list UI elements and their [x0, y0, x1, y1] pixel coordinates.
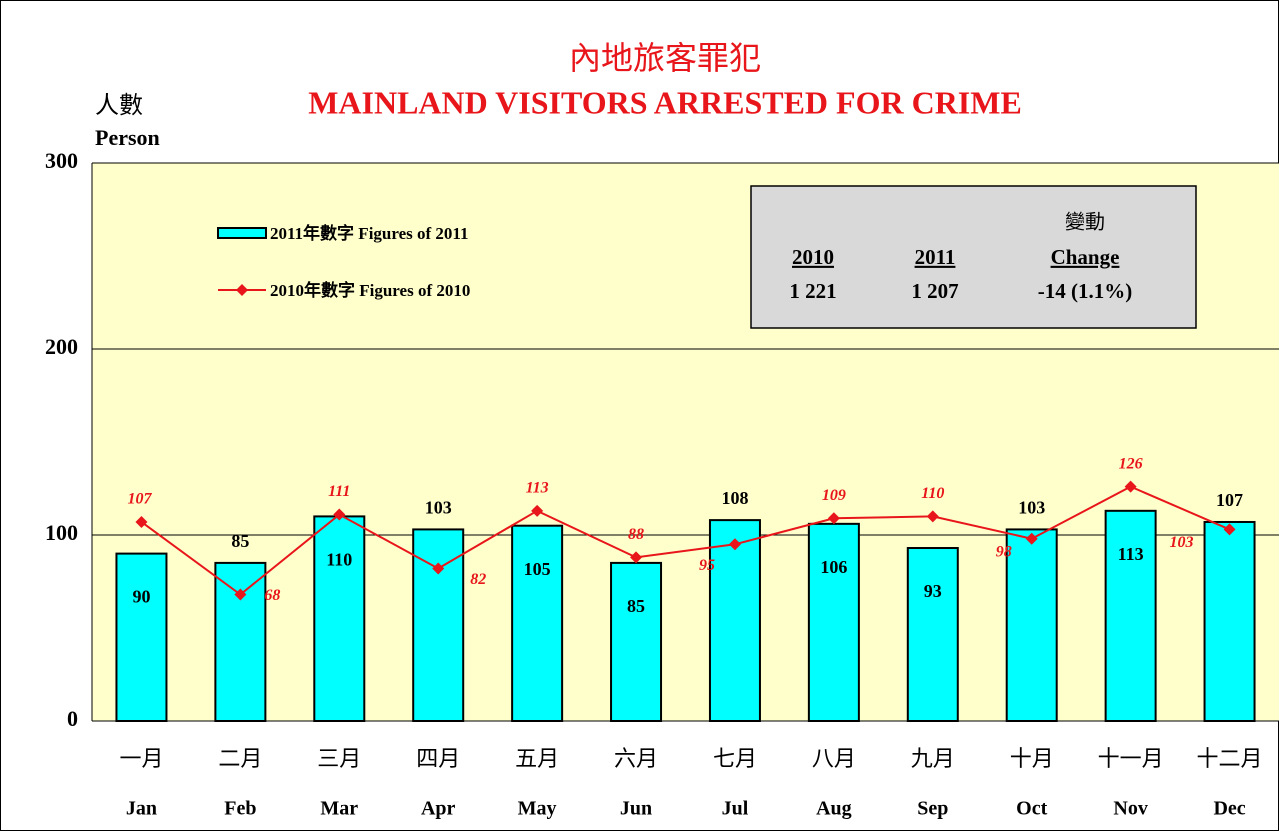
line-marker: [333, 508, 346, 521]
bar-value-label: 105: [524, 559, 551, 579]
summary-value: 1 221: [789, 279, 836, 303]
bar: [708, 519, 761, 722]
bar: [906, 547, 959, 723]
bar-value-label: 103: [1018, 498, 1045, 518]
bar: [313, 515, 366, 723]
x-tick-label-zh: 一月: [119, 747, 163, 772]
line: [140, 485, 1230, 596]
x-tick-label: Jul: [722, 798, 749, 820]
bar-value-label: 110: [326, 550, 352, 570]
x-tick-label: Oct: [1016, 798, 1047, 820]
x-tick-label-zh: 八月: [812, 747, 856, 772]
line-value-label: 111: [328, 483, 350, 500]
summary-header-zh: 變動: [1065, 210, 1105, 234]
x-tick-label-zh: 六月: [614, 747, 658, 772]
line-value-label: 95: [699, 557, 715, 574]
line-value-label: 109: [822, 487, 846, 504]
line-value-label: 103: [1170, 534, 1194, 551]
bar: [115, 552, 168, 722]
legend-swatch: [217, 227, 267, 239]
y-tick-label: 200: [45, 334, 78, 359]
line-value-label: 68: [264, 587, 280, 604]
bar: [1005, 528, 1058, 722]
bar-value-label: 93: [924, 581, 942, 601]
line-value-label: 98: [996, 543, 1012, 560]
bar-value-label: 107: [1216, 490, 1243, 510]
bar-value-label: 108: [721, 488, 748, 508]
summary-box: [750, 185, 1197, 329]
line-marker: [1124, 480, 1137, 493]
x-tick-label: Feb: [224, 798, 256, 820]
x-tick-label-zh: 十一月: [1098, 747, 1164, 772]
line-marker: [1025, 532, 1038, 545]
x-tick-label: Jun: [620, 798, 652, 820]
x-tick-label: Dec: [1213, 798, 1245, 820]
line-marker: [1223, 523, 1236, 536]
x-tick-label: Mar: [320, 798, 358, 820]
bar: [214, 561, 267, 723]
y-tick-label: 100: [45, 520, 78, 545]
x-tick-label: Aug: [816, 798, 852, 820]
line-marker: [926, 510, 939, 523]
x-tick-label-zh: 七月: [713, 747, 757, 772]
line-marker: [135, 515, 148, 528]
x-tick-label: Sep: [917, 798, 948, 820]
line-value-label: 126: [1119, 455, 1143, 472]
bar: [610, 561, 663, 723]
x-tick-label-zh: 五月: [515, 747, 559, 772]
summary-heading: 2010: [792, 245, 834, 269]
bar-value-label: 113: [1118, 544, 1144, 564]
line-value-label: 113: [526, 479, 549, 496]
x-tick-label-zh: 二月: [218, 747, 262, 772]
bar: [1203, 520, 1256, 722]
line-marker: [531, 504, 544, 517]
x-tick-label-zh: 三月: [317, 747, 361, 772]
y-axis-label-zh: 人數: [95, 91, 143, 119]
bar-value-label: 85: [627, 596, 645, 616]
bar: [807, 522, 860, 723]
bar: [1104, 509, 1157, 722]
line-marker: [234, 588, 247, 601]
x-tick-label: May: [518, 798, 557, 820]
y-tick-label: 0: [67, 706, 78, 731]
bar-value-label: 106: [820, 557, 847, 577]
line-value-label: 88: [628, 526, 644, 543]
line-marker: [827, 512, 840, 525]
summary-heading: Change: [1051, 245, 1120, 269]
x-tick-label: Apr: [421, 798, 456, 820]
legend-label: 2010年數字 Figures of 2010: [270, 280, 470, 300]
x-tick-label-zh: 四月: [416, 747, 460, 772]
line-value-label: 107: [127, 491, 152, 508]
summary-heading: 2011: [915, 245, 956, 269]
x-tick-label-zh: 十二月: [1197, 747, 1263, 772]
line-marker: [630, 551, 643, 564]
y-axis-label: Person: [95, 125, 160, 150]
x-tick-label: Jan: [126, 798, 157, 820]
bar-value-label: 90: [132, 587, 150, 607]
summary-value: -14 (1.1%): [1038, 279, 1132, 303]
bar: [511, 524, 564, 723]
line-value-label: 82: [470, 571, 486, 588]
summary-value: 1 207: [911, 279, 958, 303]
x-tick-label: Nov: [1113, 798, 1147, 820]
line-marker: [728, 538, 741, 551]
bar-value-label: 103: [425, 498, 452, 518]
legend-label: 2011年數字 Figures of 2011: [270, 223, 469, 243]
chart-title: MAINLAND VISITORS ARRESTED FOR CRIME: [308, 84, 1022, 120]
legend-marker: [236, 284, 248, 296]
x-tick-label-zh: 十月: [1010, 747, 1054, 772]
line-value-label: 110: [921, 485, 944, 502]
bar-value-label: 85: [231, 531, 249, 551]
line-marker: [432, 562, 445, 575]
y-tick-label: 300: [45, 148, 78, 173]
x-tick-label-zh: 九月: [911, 747, 955, 772]
chart-title-zh: 內地旅客罪犯: [569, 39, 761, 77]
